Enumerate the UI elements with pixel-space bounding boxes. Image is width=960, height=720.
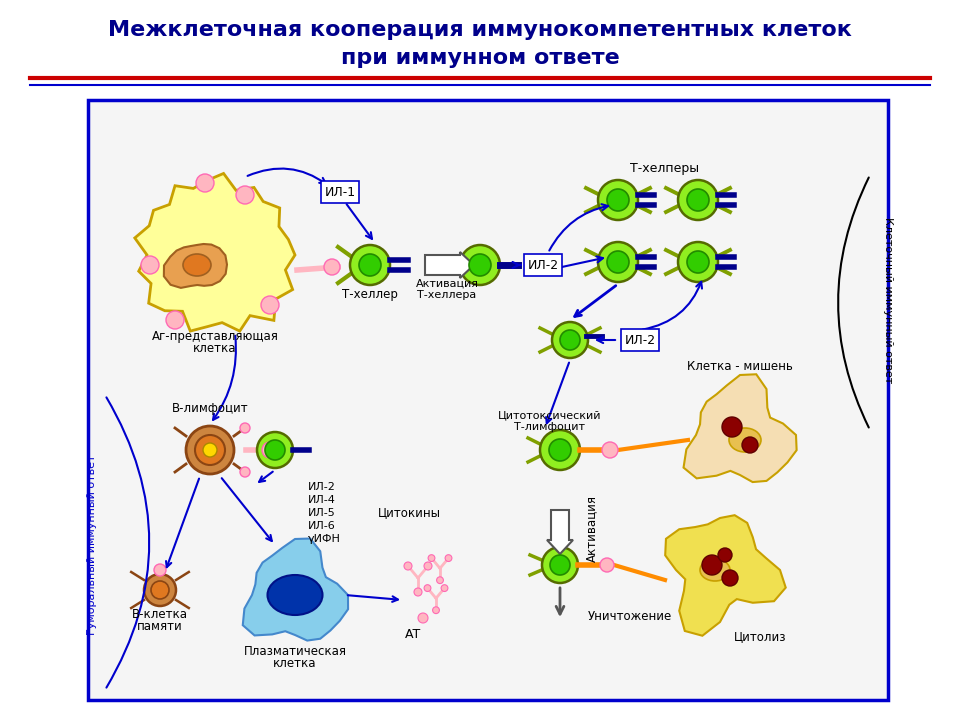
- Circle shape: [598, 242, 638, 282]
- Circle shape: [424, 562, 432, 570]
- Text: В-клетка: В-клетка: [132, 608, 188, 621]
- Circle shape: [324, 259, 340, 275]
- Circle shape: [607, 189, 629, 211]
- Circle shape: [433, 607, 440, 613]
- Circle shape: [265, 440, 285, 460]
- Text: Плазматическая: Плазматическая: [244, 645, 347, 658]
- Circle shape: [262, 442, 278, 458]
- Circle shape: [540, 430, 580, 470]
- Circle shape: [678, 242, 718, 282]
- Text: ИЛ-2: ИЛ-2: [527, 258, 559, 271]
- Circle shape: [203, 443, 217, 457]
- Circle shape: [154, 564, 166, 576]
- FancyBboxPatch shape: [621, 329, 659, 351]
- Circle shape: [742, 437, 758, 453]
- Text: ИЛ-1: ИЛ-1: [324, 186, 355, 199]
- Polygon shape: [243, 539, 348, 641]
- Text: Т-хеллер: Т-хеллер: [342, 288, 398, 301]
- Ellipse shape: [183, 254, 211, 276]
- Text: ИЛ-2: ИЛ-2: [308, 482, 336, 492]
- Text: Активация: Активация: [416, 279, 478, 289]
- Circle shape: [195, 435, 225, 465]
- Text: АТ: АТ: [405, 628, 421, 641]
- Circle shape: [261, 296, 279, 314]
- Circle shape: [678, 180, 718, 220]
- Circle shape: [144, 574, 176, 606]
- Circle shape: [151, 581, 169, 599]
- Text: Т-лимфоцит: Т-лимфоцит: [515, 422, 586, 432]
- Circle shape: [196, 174, 214, 192]
- Circle shape: [607, 251, 629, 273]
- Circle shape: [687, 189, 709, 211]
- Circle shape: [437, 577, 444, 584]
- Text: γИФН: γИФН: [308, 534, 341, 544]
- Circle shape: [469, 254, 491, 276]
- Circle shape: [687, 251, 709, 273]
- FancyArrow shape: [547, 510, 573, 554]
- Circle shape: [424, 585, 431, 592]
- FancyBboxPatch shape: [524, 254, 562, 276]
- Circle shape: [722, 417, 742, 437]
- Circle shape: [186, 426, 234, 474]
- Circle shape: [552, 322, 588, 358]
- Text: Цитокины: Цитокины: [378, 506, 441, 519]
- Text: Межклеточная кооперация иммунокомпетентных клеток: Межклеточная кооперация иммунокомпетентн…: [108, 20, 852, 40]
- Circle shape: [359, 254, 381, 276]
- Circle shape: [542, 547, 578, 583]
- Text: Клеточный иммунный ответ: Клеточный иммунный ответ: [883, 217, 893, 383]
- FancyBboxPatch shape: [322, 181, 359, 203]
- Circle shape: [166, 311, 184, 329]
- Text: ИЛ-6: ИЛ-6: [308, 521, 336, 531]
- Text: Цитотоксический: Цитотоксический: [498, 410, 602, 420]
- Text: Активация: Активация: [585, 495, 598, 562]
- Circle shape: [560, 330, 580, 350]
- Text: Т-хеллера: Т-хеллера: [418, 290, 476, 300]
- Text: ИЛ-5: ИЛ-5: [308, 508, 336, 518]
- Circle shape: [702, 555, 722, 575]
- Circle shape: [240, 423, 250, 433]
- Ellipse shape: [268, 575, 323, 615]
- Circle shape: [141, 256, 159, 274]
- Circle shape: [428, 554, 435, 562]
- Ellipse shape: [700, 559, 730, 581]
- Text: ИЛ-4: ИЛ-4: [308, 495, 336, 505]
- Circle shape: [350, 245, 390, 285]
- Polygon shape: [164, 244, 227, 288]
- Text: Цитолиз: Цитолиз: [733, 630, 786, 643]
- Polygon shape: [665, 516, 785, 636]
- Circle shape: [460, 245, 500, 285]
- Text: клетка: клетка: [193, 342, 237, 355]
- Polygon shape: [684, 374, 797, 482]
- Ellipse shape: [729, 428, 761, 452]
- Circle shape: [257, 432, 293, 468]
- Text: Т-хелперы: Т-хелперы: [631, 162, 700, 175]
- Circle shape: [418, 613, 428, 623]
- Circle shape: [236, 186, 254, 204]
- Circle shape: [600, 558, 614, 572]
- Circle shape: [550, 555, 570, 575]
- Text: В-лимфоцит: В-лимфоцит: [172, 402, 249, 415]
- Circle shape: [602, 442, 618, 458]
- Text: Уничтожение: Уничтожение: [588, 610, 672, 623]
- Circle shape: [404, 562, 412, 570]
- Polygon shape: [134, 174, 295, 331]
- Circle shape: [240, 467, 250, 477]
- Text: ИЛ-2: ИЛ-2: [624, 333, 656, 346]
- Circle shape: [598, 180, 638, 220]
- Circle shape: [722, 570, 738, 586]
- Circle shape: [414, 588, 422, 596]
- Circle shape: [718, 548, 732, 562]
- Text: при иммунном ответе: при иммунном ответе: [341, 48, 619, 68]
- FancyBboxPatch shape: [88, 100, 888, 700]
- Text: Гуморальный иммунный ответ: Гуморальный иммунный ответ: [87, 455, 97, 635]
- Text: памяти: памяти: [137, 620, 182, 633]
- FancyArrow shape: [425, 252, 474, 278]
- Text: Аг-представляющая: Аг-представляющая: [152, 330, 278, 343]
- Circle shape: [445, 554, 452, 562]
- Circle shape: [549, 439, 571, 461]
- Text: Клетка - мишень: Клетка - мишень: [687, 360, 793, 373]
- Text: клетка: клетка: [274, 657, 317, 670]
- Circle shape: [441, 585, 448, 592]
